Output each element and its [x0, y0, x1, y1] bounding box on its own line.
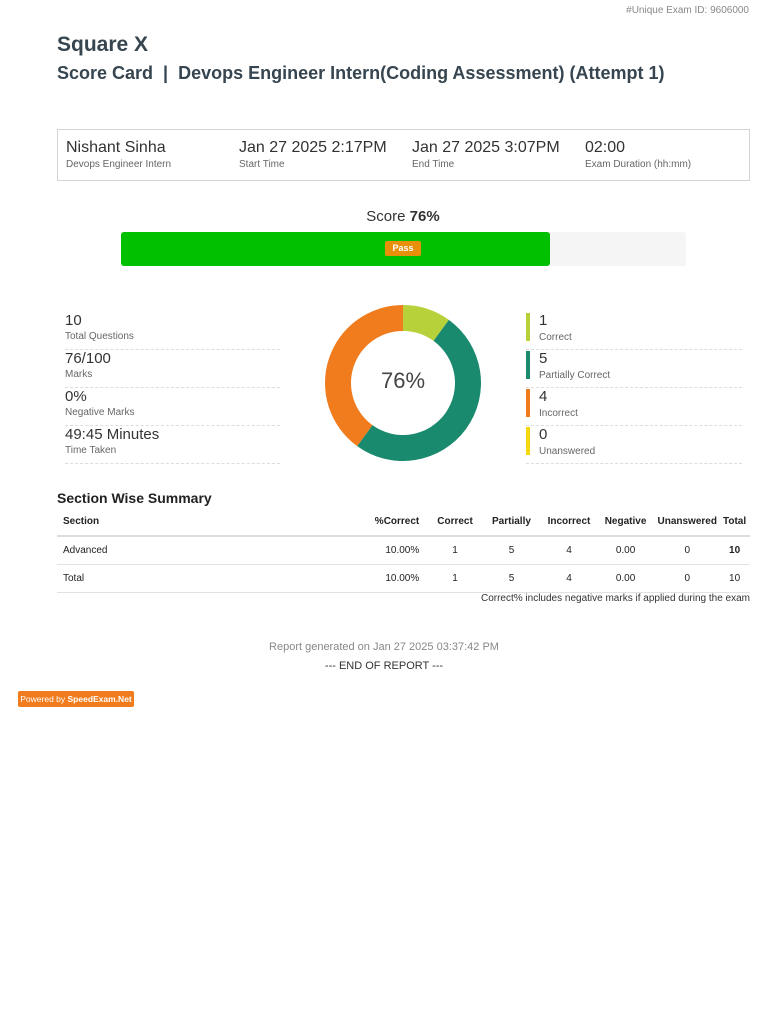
end-time-cell: Jan 27 2025 3:07PM End Time: [412, 138, 560, 170]
table-cell: 4: [542, 536, 596, 565]
column-header: Total: [719, 508, 750, 537]
stat-value: 0%: [65, 388, 87, 405]
legend-color-bar: [526, 313, 530, 341]
legend-color-bar: [526, 427, 530, 455]
stat-value: 10: [65, 312, 82, 329]
end-time-label: End Time: [412, 159, 455, 170]
pass-badge: Pass: [385, 241, 421, 256]
section-summary-title: Section Wise Summary: [57, 490, 212, 506]
section-summary-table: Section %Correct Correct Partially Incor…: [57, 508, 750, 593]
column-header: Correct: [429, 508, 481, 537]
powered-by-brand: SpeedExam.Net: [67, 694, 132, 704]
organization-name: Square X: [57, 33, 149, 56]
score-heading: Score 76%: [0, 208, 768, 225]
donut-slice-incorrect: [325, 305, 403, 447]
stat-label: Marks: [65, 369, 93, 380]
duration-value: 02:00: [585, 139, 626, 156]
legend-partially-correct: 5 Partially Correct: [526, 350, 742, 388]
score-progress-fill: [121, 232, 551, 266]
score-label: Score: [366, 208, 406, 225]
table-cell: Total: [57, 564, 341, 593]
table-cell: 5: [480, 536, 543, 565]
table-cell: 0: [655, 536, 720, 565]
column-header: Unanswered: [655, 508, 720, 537]
legend-value: 4: [539, 388, 548, 405]
legend-value: 5: [539, 350, 548, 367]
end-time-value: Jan 27 2025 3:07PM: [412, 139, 560, 156]
report-generated-text: Report generated on Jan 27 2025 03:37:42…: [269, 641, 499, 653]
table-cell: Advanced: [57, 536, 341, 565]
stat-label: Negative Marks: [65, 407, 135, 418]
table-cell: 1: [429, 564, 481, 593]
legend-unanswered: 0 Unanswered: [526, 426, 742, 464]
stat-label: Time Taken: [65, 445, 117, 456]
table-cell: 10.00%: [340, 536, 430, 565]
duration-cell: 02:00 Exam Duration (hh:mm): [585, 138, 691, 170]
column-header: Incorrect: [542, 508, 596, 537]
powered-by-prefix: Powered by: [20, 694, 68, 704]
donut-center-label: 76%: [380, 368, 426, 393]
stat-total-questions: 10 Total Questions: [65, 312, 280, 350]
legend-value: 0: [539, 426, 548, 443]
stat-value: 76/100: [65, 350, 111, 367]
candidate-info-box: Nishant Sinha Devops Engineer Intern Jan…: [57, 129, 750, 181]
candidate-name: Nishant Sinha: [66, 139, 166, 156]
table-cell: 10: [719, 564, 750, 593]
legend-incorrect: 4 Incorrect: [526, 388, 742, 426]
table-cell: 1: [429, 536, 481, 565]
column-header: Partially: [480, 508, 543, 537]
table-cell: 10: [719, 536, 750, 565]
legend-label: Correct: [539, 332, 572, 343]
stat-marks: 76/100 Marks: [65, 350, 280, 388]
stat-value: 49:45 Minutes: [65, 426, 160, 443]
legend-label: Unanswered: [539, 446, 596, 457]
table-cell: 5: [480, 564, 543, 593]
result-donut-chart: [325, 305, 481, 462]
table-header-row: Section %Correct Correct Partially Incor…: [57, 508, 750, 537]
table-cell: 4: [542, 564, 596, 593]
column-header: %Correct: [340, 508, 430, 537]
column-header: Section: [57, 508, 341, 537]
candidate-cell: Nishant Sinha Devops Engineer Intern: [66, 138, 171, 170]
legend-label: Incorrect: [539, 408, 578, 419]
candidate-role: Devops Engineer Intern: [66, 159, 172, 170]
stat-time-taken: 49:45 Minutes Time Taken: [65, 426, 280, 464]
unique-exam-id: #Unique Exam ID: 9606000: [626, 5, 749, 16]
report-title: Score Card | Devops Engineer Intern(Codi…: [57, 63, 665, 83]
legend-correct: 1 Correct: [526, 312, 742, 350]
powered-by-badge[interactable]: Powered by SpeedExam.Net: [18, 691, 134, 707]
start-time-value: Jan 27 2025 2:17PM: [239, 139, 387, 156]
table-cell: 0.00: [595, 564, 656, 593]
legend-value: 1: [539, 312, 548, 329]
start-time-label: Start Time: [239, 159, 285, 170]
table-cell: 10.00%: [340, 564, 430, 593]
donut-slice-correct: [403, 305, 449, 341]
duration-label: Exam Duration (hh:mm): [585, 159, 692, 170]
score-progress-track: [121, 232, 686, 266]
start-time-cell: Jan 27 2025 2:17PM Start Time: [239, 138, 387, 170]
stat-negative-marks: 0% Negative Marks: [65, 388, 280, 426]
table-row: Total 10.00% 1 5 4 0.00 0 10: [57, 564, 750, 593]
end-of-report-text: --- END OF REPORT ---: [324, 660, 444, 672]
table-cell: 0: [655, 564, 720, 593]
legend-color-bar: [526, 389, 530, 417]
score-value: 76%: [409, 208, 440, 225]
correct-percent-note: Correct% includes negative marks if appl…: [480, 593, 750, 604]
table-cell: 0.00: [595, 536, 656, 565]
stat-label: Total Questions: [65, 331, 134, 342]
column-header: Negative: [595, 508, 656, 537]
donut-slice-partially-correct: [357, 319, 481, 462]
legend-color-bar: [526, 351, 530, 379]
legend-label: Partially Correct: [539, 370, 611, 381]
table-row: Advanced 10.00% 1 5 4 0.00 0 10: [57, 536, 750, 565]
